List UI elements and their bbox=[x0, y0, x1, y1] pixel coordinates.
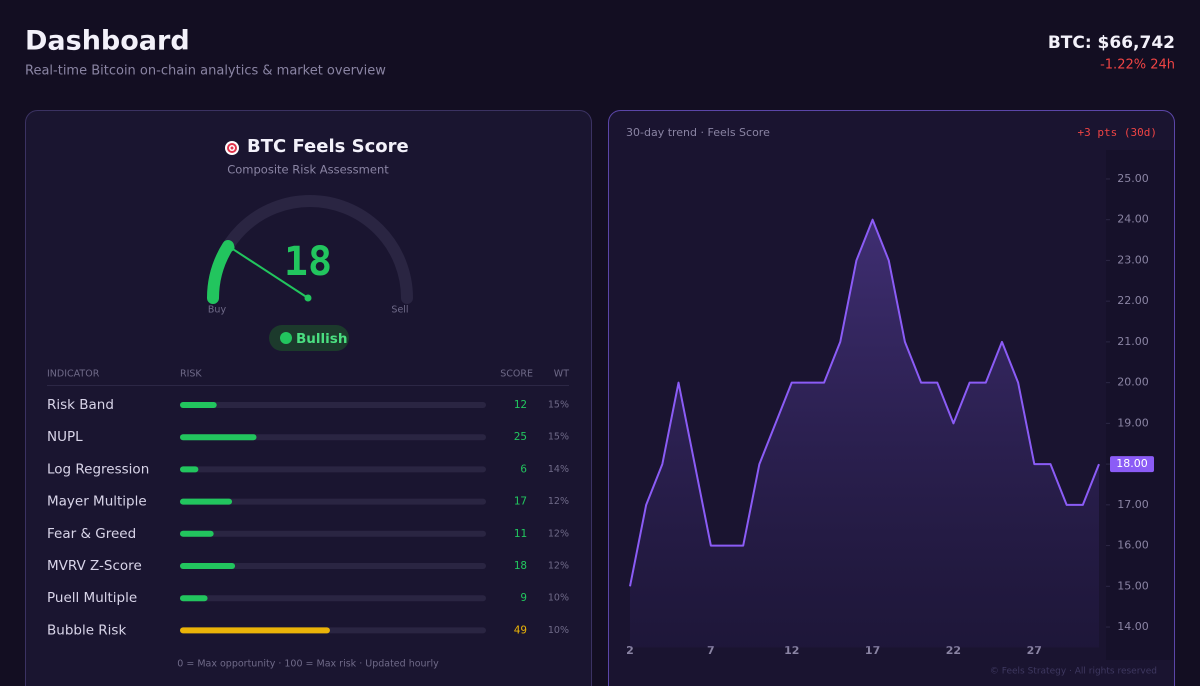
indicator-name: MVRV Z-Score bbox=[47, 558, 142, 574]
gauge-fill bbox=[207, 240, 235, 304]
y-tick-label: 20.00 bbox=[1117, 376, 1149, 389]
current-label: 18.00 bbox=[1116, 457, 1148, 470]
table-header: INDICATOR bbox=[47, 369, 100, 380]
page-subtitle: Real-time Bitcoin on-chain analytics & m… bbox=[25, 64, 386, 79]
risk-bar bbox=[180, 563, 236, 569]
indicator-name: Fear & Greed bbox=[47, 526, 136, 542]
indicator-weight: 12% bbox=[548, 528, 569, 539]
gauge-needle bbox=[230, 246, 309, 299]
risk-track bbox=[180, 498, 486, 505]
risk-track bbox=[180, 530, 486, 537]
x-tick-label: 2 bbox=[626, 644, 634, 657]
needle-tip bbox=[226, 243, 235, 252]
chart-title: 30-day trend · Feels Score bbox=[626, 126, 770, 139]
risk-bar bbox=[180, 434, 257, 441]
indicator-score: 12 bbox=[514, 398, 527, 411]
indicator-score: 11 bbox=[514, 527, 527, 540]
area bbox=[630, 219, 1099, 648]
y-tick-label: 21.00 bbox=[1117, 335, 1149, 348]
chart-footer: © Feels Strategy · All rights reserved bbox=[990, 667, 1157, 677]
risk-track bbox=[180, 595, 486, 602]
card-subtitle: Composite Risk Assessment bbox=[227, 163, 389, 177]
risk-bar bbox=[180, 627, 330, 634]
indicator-score: 9 bbox=[520, 591, 527, 604]
y-tick-label: 16.00 bbox=[1117, 539, 1149, 552]
gauge-min-label: Buy bbox=[208, 305, 227, 316]
indicator-name: Puell Multiple bbox=[47, 590, 137, 606]
risk-bar bbox=[180, 466, 199, 473]
risk-bar bbox=[180, 402, 217, 408]
indicator-score: 18 bbox=[514, 559, 527, 572]
status-label: Bullish bbox=[296, 331, 347, 347]
y-tick-label: 24.00 bbox=[1117, 213, 1149, 226]
status-pill bbox=[269, 325, 349, 351]
needle-hub bbox=[304, 294, 312, 302]
current-badge bbox=[1110, 456, 1154, 473]
y-tick-label: 17.00 bbox=[1117, 498, 1149, 511]
page-title: Dashboard bbox=[25, 26, 190, 57]
indicator-weight: 12% bbox=[548, 561, 569, 572]
table-header: WT bbox=[554, 369, 569, 380]
y-tick-label: 14.00 bbox=[1117, 620, 1149, 633]
axis-strip bbox=[1106, 150, 1174, 660]
indicator-score: 17 bbox=[514, 495, 527, 508]
indicator-name: Risk Band bbox=[47, 397, 114, 413]
indicator-score: 6 bbox=[520, 462, 527, 475]
btc-price: BTC: $66,742 bbox=[1048, 33, 1175, 53]
indicator-weight: 10% bbox=[548, 593, 569, 604]
y-tick-label: 23.00 bbox=[1117, 253, 1149, 266]
indicator-weight: 15% bbox=[548, 432, 569, 443]
risk-bar bbox=[180, 530, 214, 537]
indicator-name: Bubble Risk bbox=[47, 622, 126, 638]
indicator-name: Log Regression bbox=[47, 461, 149, 477]
y-tick-label: 22.00 bbox=[1117, 294, 1149, 307]
y-tick-label: 15.00 bbox=[1117, 579, 1149, 592]
indicator-weight: 15% bbox=[548, 400, 569, 411]
risk-bar bbox=[180, 595, 208, 602]
btc-change: -1.22% 24h bbox=[1100, 58, 1175, 73]
y-tick-label: 19.00 bbox=[1117, 416, 1149, 429]
indicator-score: 49 bbox=[514, 623, 527, 636]
target-icon bbox=[225, 141, 239, 155]
indicator-name: Mayer Multiple bbox=[47, 494, 147, 510]
score-panel bbox=[25, 110, 592, 686]
indicator-weight: 12% bbox=[548, 496, 569, 507]
risk-track bbox=[180, 466, 486, 473]
note: 0 = Max opportunity · 100 = Max risk · U… bbox=[177, 659, 439, 670]
card-title: BTC Feels Score bbox=[247, 136, 409, 157]
risk-track bbox=[180, 402, 486, 408]
chart-annotation: +3 pts (30d) bbox=[1078, 126, 1157, 139]
indicator-score: 25 bbox=[514, 430, 527, 443]
table-header: RISK bbox=[180, 369, 202, 380]
x-tick-label: 7 bbox=[707, 644, 715, 657]
risk-track bbox=[180, 563, 486, 569]
risk-track bbox=[180, 434, 486, 441]
status-dot bbox=[280, 332, 292, 344]
line bbox=[629, 218, 1100, 587]
indicator-weight: 10% bbox=[548, 625, 569, 636]
risk-bar bbox=[180, 498, 233, 505]
table-header: SCORE bbox=[500, 369, 533, 380]
y-tick-label: 25.00 bbox=[1117, 172, 1149, 185]
gauge-value: 18 bbox=[284, 239, 332, 285]
indicator-name: NUPL bbox=[47, 429, 83, 445]
gauge-max-label: Sell bbox=[391, 305, 408, 316]
indicator-weight: 14% bbox=[548, 464, 569, 475]
